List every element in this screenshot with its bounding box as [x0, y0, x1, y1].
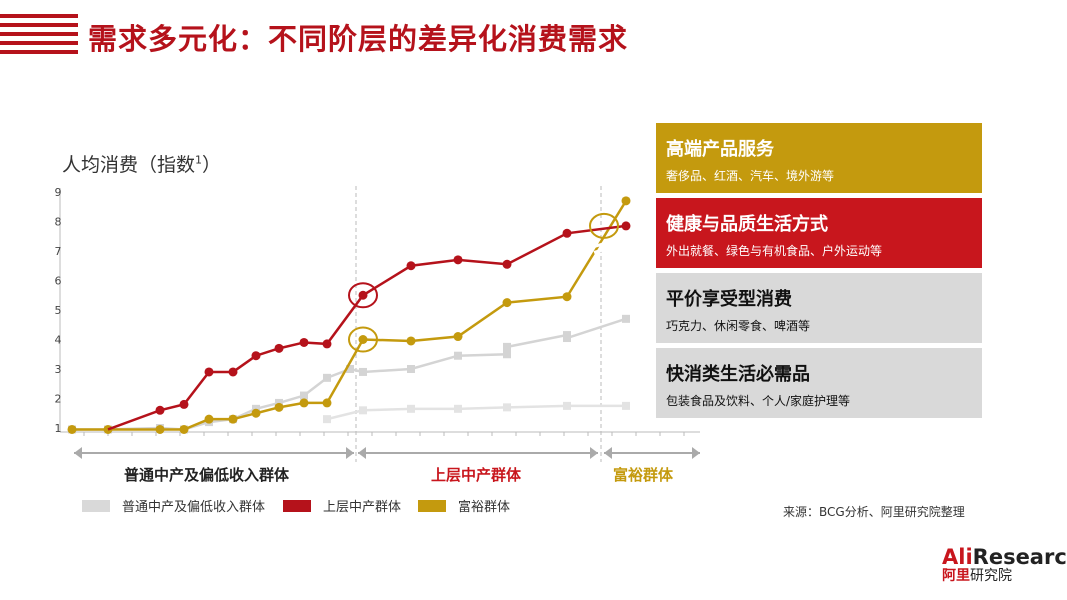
aliresearch-logo: AliResearch 阿里研究院: [942, 545, 1067, 584]
y-tick-label: 5: [55, 304, 62, 317]
y-tick-label: 9: [55, 186, 62, 199]
data-point-affluent: [358, 335, 368, 344]
category-examples: 包装食品及饮料、个人/家庭护理等: [666, 394, 851, 408]
data-point-mass: [503, 403, 511, 412]
category-title: 平价享受型消费: [666, 289, 792, 310]
consumption-index-chart: 1 2 3 4 5 6 7 8 9: [55, 186, 700, 462]
y-tick-label: 6: [55, 275, 62, 288]
legend-swatch: [418, 499, 446, 512]
source-note: 来源：BCG分析、阿里研究院整理: [783, 505, 965, 519]
highlight-ring-upper-middle: [348, 282, 378, 309]
segment-label-affluent: 富裕群体: [613, 466, 674, 484]
data-point-affluent: [322, 398, 332, 408]
legend-swatch: [82, 499, 110, 512]
legend-item-affluent: 富裕群体: [418, 496, 510, 515]
data-point-mass: [359, 367, 367, 376]
y-tick-label: 3: [55, 363, 62, 376]
data-point-mass: [407, 365, 415, 373]
category-title: 快消类生活必需品: [666, 364, 810, 385]
data-point-affluent: [453, 332, 463, 342]
category-examples: 巧克力、休闲零食、啤酒等: [666, 319, 811, 333]
series-line-mass-b: [326, 404, 626, 421]
segment-arrow-affluent-head-right: [692, 447, 700, 459]
axis-break-mark: [593, 241, 609, 254]
data-point-mass: [359, 406, 367, 415]
y-axis-title: 人均消费（指数1）: [62, 153, 222, 176]
data-point-upper-middle: [274, 343, 284, 353]
data-point-mass: [300, 391, 308, 400]
data-point-mass: [503, 342, 511, 351]
data-point-mass: [563, 401, 571, 410]
data-point-mass: [346, 365, 354, 373]
data-point-affluent: [299, 398, 309, 408]
data-point-upper-middle: [179, 399, 189, 409]
y-tick-label: 7: [55, 245, 62, 258]
data-point-affluent: [251, 408, 261, 418]
data-point-upper-middle: [453, 255, 463, 265]
data-point-affluent: [204, 414, 214, 424]
data-point-upper-middle: [502, 259, 512, 269]
data-point-mass: [454, 351, 462, 360]
data-point-affluent: [621, 196, 631, 206]
header-stripes: [0, 14, 78, 59]
data-point-mass: [407, 404, 415, 413]
category-box-fmcg: 快消类生活必需品 包装食品及饮料、个人/家庭护理等: [656, 348, 982, 418]
category-examples: 奢侈品、红酒、汽车、境外游等: [666, 169, 835, 183]
legend-item-mass: 普通中产及偏低收入群体: [82, 496, 265, 515]
category-title: 健康与品质生活方式: [666, 214, 828, 235]
data-point-upper-middle: [155, 405, 165, 415]
legend-item-upper-middle: 上层中产群体: [283, 496, 401, 515]
data-point-mass: [323, 373, 331, 382]
data-point-upper-middle: [322, 339, 332, 349]
data-point-mass: [563, 334, 571, 343]
data-point-mass: [622, 314, 630, 323]
data-point-affluent: [274, 402, 284, 412]
category-box-health: 健康与品质生活方式 外出就餐、绿色与有机食品、户外运动等: [656, 198, 982, 268]
segment-label-upper-middle: 上层中产群体: [431, 466, 522, 484]
category-box-affordable: 平价享受型消费 巧克力、休闲零食、啤酒等: [656, 273, 982, 343]
data-point-upper-middle: [562, 228, 572, 238]
data-point-upper-middle: [299, 337, 309, 347]
data-point-affluent: [67, 424, 77, 434]
data-point-affluent: [562, 292, 572, 302]
series-line-affluent: [72, 200, 628, 431]
segment-label-mass: 普通中产及偏低收入群体: [124, 466, 290, 484]
y-tick-label: 1: [55, 422, 62, 435]
segment-arrow-affluent-head-left: [604, 447, 612, 459]
segment-arrow-mass-head-left: [74, 447, 82, 459]
category-box-premium: 高端产品服务 奢侈品、红酒、汽车、境外游等: [656, 123, 982, 193]
segment-arrow-upper-middle-head-left: [358, 447, 366, 459]
highlight-ring-affluent: [589, 212, 619, 239]
data-point-affluent: [155, 424, 165, 434]
data-point-mass: [323, 415, 331, 424]
data-point-upper-middle: [621, 221, 631, 231]
data-point-upper-middle: [228, 367, 238, 377]
legend-swatch: [283, 499, 311, 512]
data-point-affluent: [406, 336, 416, 346]
data-point-mass: [454, 404, 462, 413]
data-point-mass: [622, 401, 630, 410]
category-title: 高端产品服务: [666, 139, 774, 160]
data-point-upper-middle: [358, 290, 368, 300]
data-point-upper-middle: [406, 261, 416, 271]
highlight-ring-affluent-entry: [348, 326, 378, 353]
data-point-upper-middle: [251, 351, 261, 361]
data-point-upper-middle: [204, 367, 214, 377]
data-point-affluent: [502, 298, 512, 308]
y-tick-label: 8: [55, 216, 62, 229]
data-point-mass: [503, 350, 511, 359]
data-point-affluent: [228, 414, 238, 424]
data-point-affluent: [179, 424, 189, 434]
segment-arrow-upper-middle-head-right: [590, 447, 598, 459]
page-title: 需求多元化：不同阶层的差异化消费需求: [88, 22, 629, 56]
category-examples: 外出就餐、绿色与有机食品、户外运动等: [666, 244, 883, 258]
segment-arrow-mass-head-right: [346, 447, 354, 459]
y-tick-label: 2: [55, 393, 62, 406]
y-tick-label: 4: [55, 334, 62, 347]
